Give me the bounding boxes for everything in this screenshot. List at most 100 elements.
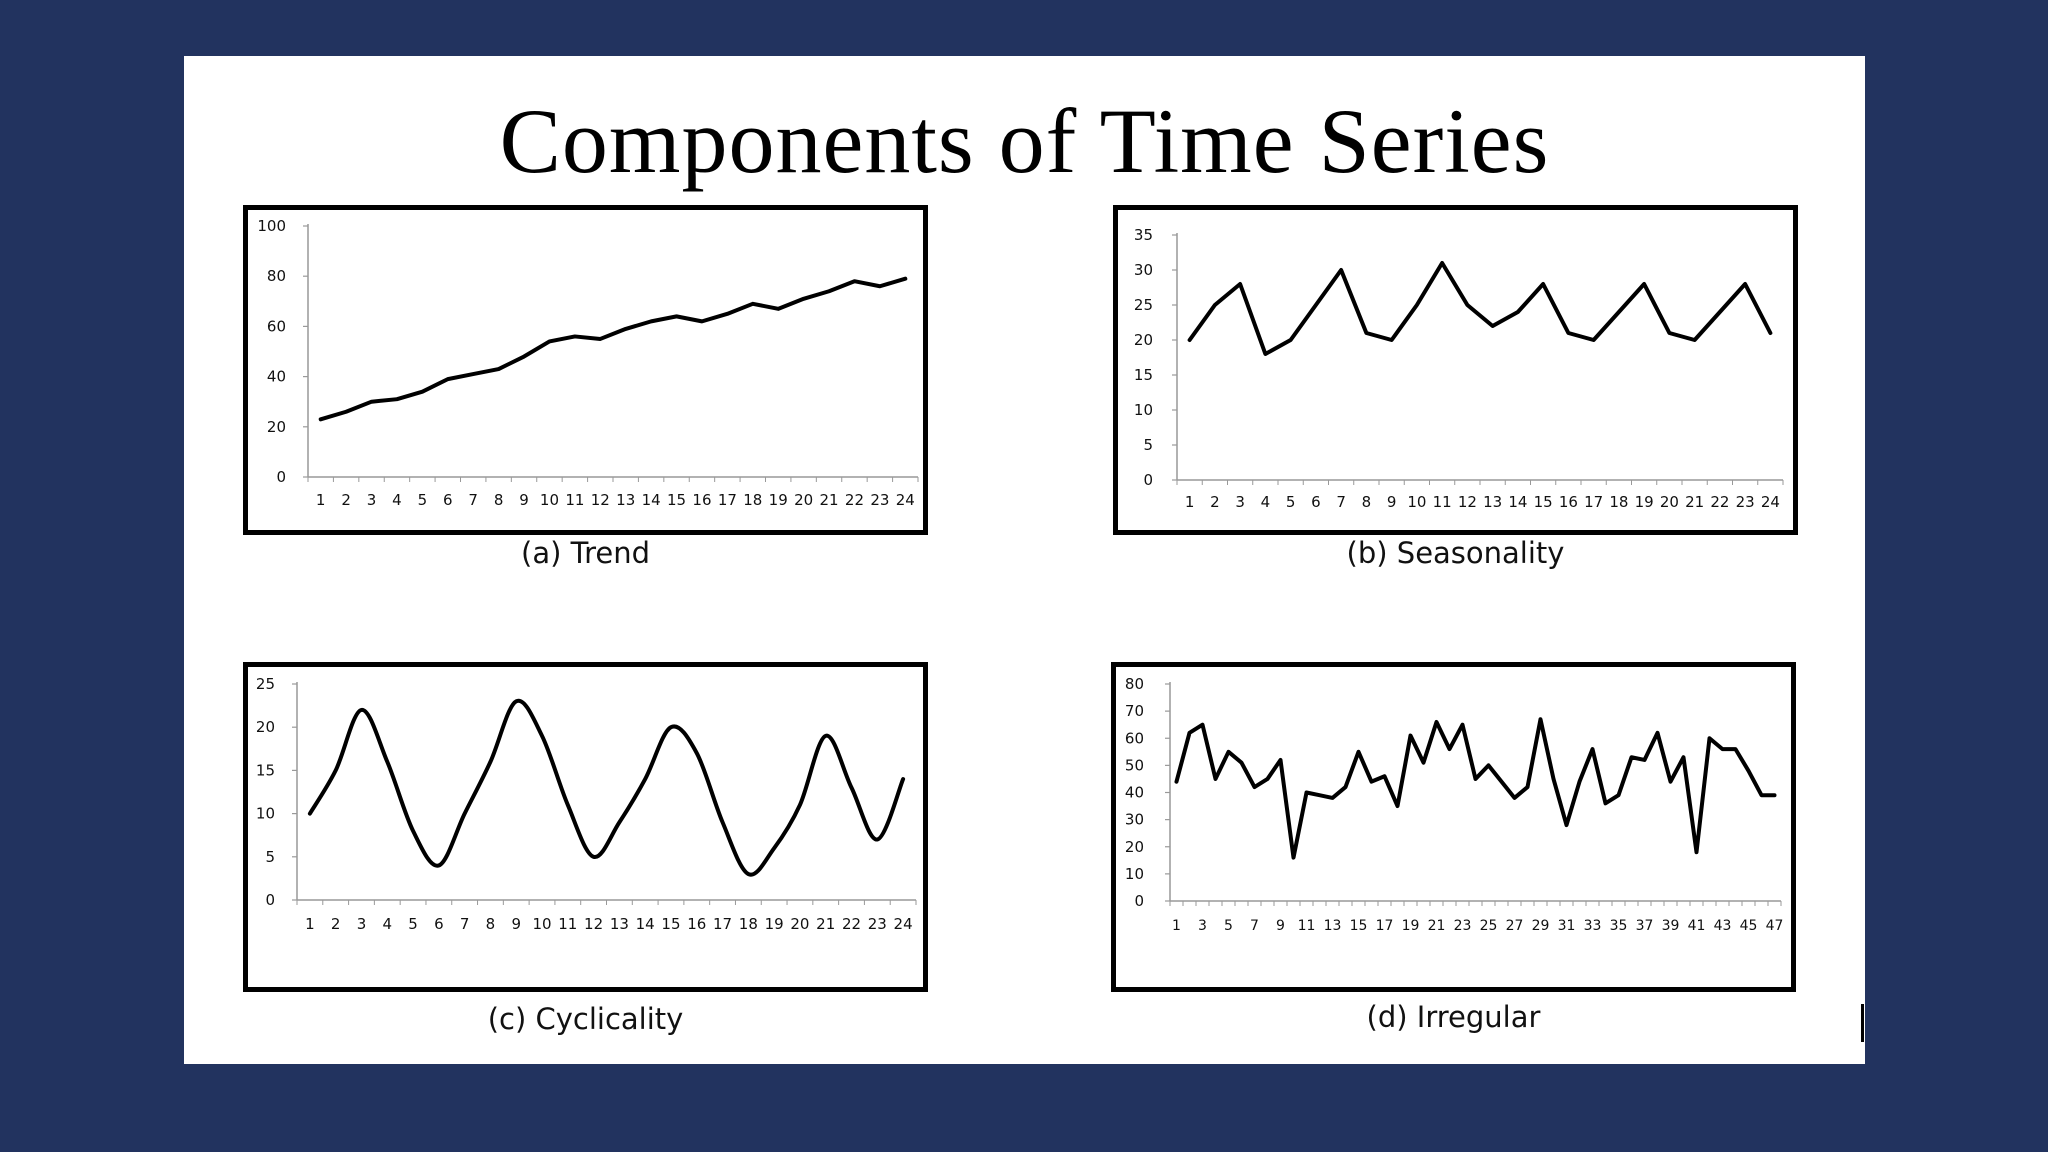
x-tick-label: 9 [1276,918,1285,934]
series-line [1174,717,1777,860]
x-tick-label: 2 [1210,493,1220,511]
x-tick-label: 12 [584,915,603,933]
x-tick-label: 14 [636,915,655,933]
y-tick-label: 60 [267,317,286,335]
x-tick-label: 23 [868,915,887,933]
x-tick-label: 27 [1506,918,1524,934]
x-tick-label: 13 [1483,493,1502,511]
x-tick-label: 18 [739,915,758,933]
x-tick-label: 6 [443,491,453,509]
x-tick-label: 10 [532,915,551,933]
x-tick-label: 15 [1350,918,1368,934]
x-tick-label: 5 [408,915,418,933]
x-tick-label: 35 [1610,918,1628,934]
y-tick-label: 15 [256,761,275,779]
x-tick-label: 3 [1198,918,1207,934]
y-tick-label: 20 [1134,331,1153,349]
x-tick-label: 17 [1376,918,1394,934]
x-tick-label: 8 [1362,493,1372,511]
x-tick-label: 24 [894,915,913,933]
x-tick-label: 3 [357,915,367,933]
x-tick-label: 16 [692,491,711,509]
x-tick-label: 7 [1250,918,1259,934]
x-tick-label: 24 [1761,493,1780,511]
y-tick-label: 0 [1143,471,1153,489]
y-tick-label: 0 [265,891,275,909]
x-tick-label: 4 [392,491,402,509]
x-tick-label: 22 [842,915,861,933]
trend-chart-panel: 0 20 40 60 80 100 1 2 3 4 5 6 7 8 9 10 11 12 13 14 15 16 17 18 1… [243,205,928,535]
x-tick-label: 45 [1740,918,1758,934]
x-tick-label: 20 [1660,493,1679,511]
seasonality-chart-caption: (b) Seasonality [1346,536,1565,570]
y-tick-label: 100 [257,217,286,235]
x-tick-label: 19 [1635,493,1654,511]
y-tick-label: 70 [1125,702,1144,720]
x-tick-label: 29 [1532,918,1550,934]
x-tick-label: 22 [845,491,864,509]
y-tick-label: 35 [1134,226,1153,244]
y-tick-label: 25 [256,675,275,693]
x-tick-label: 9 [519,491,529,509]
x-tick-label: 17 [1584,493,1603,511]
cyclicality-chart-caption: (c) Cyclicality [487,1002,684,1036]
x-tick-label: 21 [1685,493,1704,511]
x-tick-label: 4 [1261,493,1271,511]
x-tick-label: 12 [1458,493,1477,511]
x-tick-label: 23 [1454,918,1472,934]
x-tick-label: 13 [616,491,635,509]
x-tick-label: 31 [1558,918,1576,934]
x-tick-label: 19 [1402,918,1420,934]
x-tick-label: 1 [305,915,315,933]
y-tick-label: 10 [1125,865,1144,883]
x-tick-label: 8 [494,491,504,509]
x-tick-label: 16 [687,915,706,933]
y-tick-label: 40 [267,368,286,386]
x-tick-label: 24 [896,491,915,509]
x-tick-label: 20 [790,915,809,933]
x-tick-label: 21 [819,491,838,509]
y-tick-label: 0 [1134,892,1144,910]
x-tick-label: 15 [661,915,680,933]
slide: Components of Time Series 0 20 40 60 80 100 1 2… [184,56,1865,1064]
x-tick-label: 9 [1387,493,1397,511]
x-tick-label: 11 [565,491,584,509]
seasonality-chart-panel: 0 5 10 15 20 25 30 35 1 2 3 4 5 6 7 8 9 10 11 12 13 14 15 16 17 1… [1113,205,1798,535]
y-tick-label: 20 [256,718,275,736]
slide-title: Components of Time Series [499,90,1550,192]
x-tick-label: 4 [382,915,392,933]
x-tick-label: 2 [341,491,351,509]
x-tick-label: 3 [367,491,377,509]
x-tick-label: 11 [558,915,577,933]
y-tick-label: 10 [1134,401,1153,419]
irregular-chart-caption: (d) Irregular [1366,1000,1541,1034]
x-tick-label: 3 [1235,493,1245,511]
y-tick-label: 25 [1134,296,1153,314]
x-tick-label: 15 [667,491,686,509]
series-line [307,698,906,877]
series-line [1187,261,1773,356]
x-tick-label: 33 [1584,918,1602,934]
text-cursor [1861,1004,1864,1042]
x-tick-label: 5 [1286,493,1296,511]
x-tick-label: 39 [1662,918,1680,934]
y-tick-label: 80 [1125,675,1144,693]
x-tick-label: 23 [1736,493,1755,511]
series-line [318,276,908,422]
x-tick-label: 13 [1324,918,1342,934]
x-tick-label: 7 [460,915,470,933]
x-tick-label: 17 [718,491,737,509]
y-tick-label: 5 [1143,436,1153,454]
x-tick-label: 13 [610,915,629,933]
y-tick-label: 30 [1134,261,1153,279]
x-tick-label: 11 [1433,493,1452,511]
cyclicality-chart-panel: 0 5 10 15 20 25 1 2 3 4 5 6 7 8 9 10 11 12 13 14 15 16 17 18 19 2… [243,662,928,992]
x-tick-label: 11 [1298,918,1316,934]
x-tick-label: 41 [1688,918,1706,934]
x-tick-label: 17 [713,915,732,933]
x-tick-label: 15 [1534,493,1553,511]
x-tick-label: 14 [642,491,661,509]
